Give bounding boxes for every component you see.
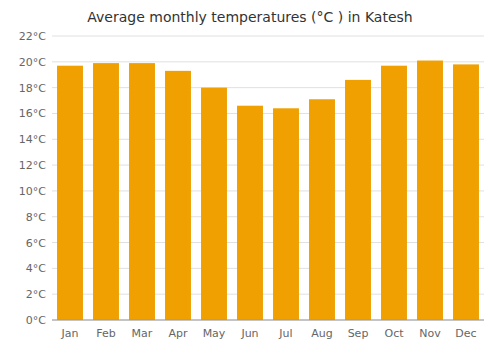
x-tick-label: Apr: [168, 327, 188, 340]
y-tick-label: 20°C: [19, 56, 46, 69]
bar: [237, 106, 263, 320]
grid-line: [52, 36, 484, 37]
x-tick-label: Aug: [311, 327, 332, 340]
x-tick-label: Oct: [384, 327, 404, 340]
y-tick-label: 0°C: [26, 314, 46, 327]
bar: [57, 66, 83, 320]
bar: [93, 63, 119, 320]
y-tick-label: 12°C: [19, 159, 46, 172]
page: {"chart_data": {"type": "bar", "title": …: [0, 0, 500, 350]
y-axis: 0°C 2°C 4°C 6°C 8°C 10°C 12°C 14°C 16°C 18°C 20°C 2…: [19, 30, 46, 327]
y-tick-label: 22°C: [19, 30, 46, 43]
x-tick-label: May: [203, 327, 226, 340]
bar: [345, 80, 371, 320]
bar: [129, 63, 155, 320]
chart: Average monthly temperatures (°C ) in Ka…: [0, 0, 500, 350]
y-tick-label: 2°C: [26, 288, 46, 301]
bar: [201, 88, 227, 320]
bar: [381, 66, 407, 320]
bars: [57, 61, 479, 320]
x-tick-label: Jun: [240, 327, 258, 340]
x-tick-label: Mar: [132, 327, 153, 340]
grid-line: [52, 320, 484, 321]
grid: [52, 36, 484, 320]
y-tick-label: 10°C: [19, 185, 46, 198]
x-tick-label: Sep: [348, 327, 369, 340]
y-tick-label: 18°C: [19, 82, 46, 95]
x-axis-line: [52, 320, 484, 321]
x-tick-label: Feb: [96, 327, 115, 340]
title: Average monthly temperatures (°C ) in Ka…: [87, 9, 412, 25]
bar: [309, 99, 335, 320]
bar: [453, 64, 479, 320]
x-tick-label: Jan: [61, 327, 79, 340]
y-tick-label: 8°C: [26, 211, 46, 224]
bar: [165, 71, 191, 320]
x-tick-label: Nov: [419, 327, 441, 340]
x-axis: Jan Feb Mar Apr May Jun Jul Aug Sep Oct Nov Dec: [52, 320, 484, 340]
y-tick-label: 4°C: [26, 262, 46, 275]
y-tick-label: 14°C: [19, 133, 46, 146]
bar: [417, 61, 443, 320]
y-tick-label: 16°C: [19, 107, 46, 120]
y-tick-label: 6°C: [26, 237, 46, 250]
chart-container: Average monthly temperatures (°C ) in Ka…: [0, 0, 500, 350]
x-tick-label: Jul: [278, 327, 292, 340]
bar: [273, 108, 299, 320]
x-tick-label: Dec: [455, 327, 476, 340]
